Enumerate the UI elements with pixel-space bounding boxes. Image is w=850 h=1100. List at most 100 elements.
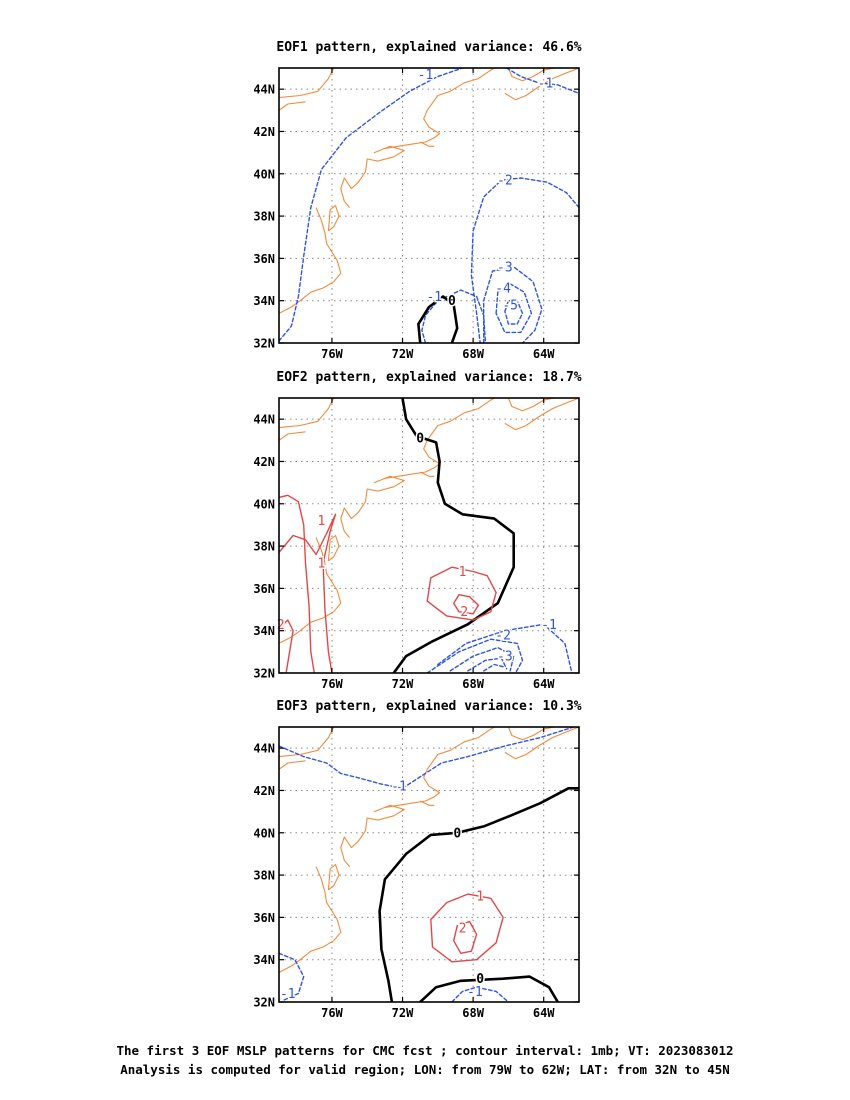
coastline-segment: [279, 866, 342, 973]
y-tick-label: 44N: [253, 83, 275, 97]
eof1-title: EOF1 pattern, explained variance: 46.6%: [276, 40, 581, 55]
eof1-frame: [278, 67, 580, 344]
x-tick-label: 64W: [533, 347, 555, 361]
contour-line: [279, 494, 315, 673]
caption-line-1: The first 3 EOF MSLP patterns for CMC fc…: [116, 1043, 734, 1058]
contour-line: [279, 68, 464, 342]
eof3-title: EOF3 pattern, explained variance: 10.3%: [276, 699, 581, 714]
contour-line: [426, 566, 497, 621]
y-tick-label: 34N: [253, 953, 275, 967]
contour-line: [505, 68, 579, 95]
eof3-panel: EOF3 pattern, explained variance: 10.3% -…: [253, 699, 581, 1020]
contour-line: [453, 920, 478, 954]
coastline-segment: [419, 800, 435, 806]
y-tick-label: 38N: [253, 869, 275, 883]
y-tick-label: 40N: [253, 167, 275, 181]
contour-label: -4: [495, 282, 511, 297]
y-tick-label: 42N: [253, 784, 275, 798]
contour-label: -1: [426, 290, 442, 305]
contour-label: 2: [459, 921, 467, 936]
contour-line: [279, 619, 294, 673]
coastline-segment: [504, 727, 579, 760]
contour-line: [279, 952, 305, 1001]
contour-line: [279, 513, 337, 673]
eof3-grid: [279, 727, 579, 1003]
contour-line: [430, 893, 504, 963]
eof1-coastline: [279, 68, 579, 314]
contour-label: -1: [391, 780, 407, 795]
coastline-segment: [340, 727, 495, 867]
y-tick-label: 34N: [253, 294, 275, 308]
coastline-segment: [507, 727, 555, 741]
contour-line: [467, 657, 508, 672]
eof1-panel: EOF1 pattern, explained variance: 46.6% -…: [253, 40, 581, 361]
coastline-segment: [327, 863, 340, 891]
contour-label: -1: [538, 76, 554, 91]
contour-line: [449, 646, 515, 672]
contour-line: [421, 289, 487, 343]
contour-label: -1: [467, 985, 483, 1000]
contour-line: [504, 300, 524, 325]
coastline-segment: [327, 534, 340, 562]
contour-label: 1: [317, 514, 325, 529]
coastline-segment: [279, 101, 306, 111]
coastline-segment: [279, 431, 306, 441]
contour-line: [483, 266, 543, 343]
contour-label: 2: [460, 605, 468, 620]
y-tick-label: 40N: [253, 826, 275, 840]
y-tick-label: 38N: [253, 540, 275, 554]
contour-label: 0: [416, 432, 424, 447]
y-tick-label: 32N: [253, 667, 275, 681]
contour-line: [417, 295, 459, 343]
eof3-contours: [279, 727, 579, 1002]
contour-line: [451, 986, 510, 1002]
contour-label: 0: [453, 826, 461, 841]
caption-line-2: Analysis is computed for valid region; L…: [120, 1062, 730, 1077]
y-tick-label: 42N: [253, 125, 275, 139]
contour-label: 0: [476, 972, 484, 987]
coastline-segment: [279, 537, 342, 644]
contour-line: [279, 727, 575, 789]
y-tick-label: 44N: [253, 742, 275, 756]
eof2-coastline: [279, 398, 579, 644]
contour-label: -1: [541, 618, 557, 633]
y-tick-label: 34N: [253, 624, 275, 638]
contour-line: [470, 177, 579, 343]
eof2-panel: EOF2 pattern, explained variance: 18.7% 0…: [253, 370, 581, 691]
contour-label: -5: [502, 298, 518, 313]
x-tick-label: 72W: [392, 677, 414, 691]
contour-line: [495, 283, 533, 334]
coastline-segment: [504, 398, 579, 431]
y-tick-label: 32N: [253, 337, 275, 351]
contour-label: -3: [497, 650, 513, 665]
contour-line: [392, 398, 516, 673]
contour-label: 2: [277, 618, 285, 633]
contour-label: -1: [418, 68, 434, 83]
coastline-segment: [279, 760, 306, 770]
coastline-segment: [419, 141, 435, 147]
contour-line: [418, 975, 560, 1002]
x-tick-label: 64W: [533, 677, 555, 691]
y-tick-label: 36N: [253, 582, 275, 596]
contour-label: 1: [476, 890, 484, 905]
coastline-segment: [340, 398, 495, 538]
x-tick-label: 76W: [321, 1006, 343, 1020]
x-tick-label: 68W: [462, 1006, 484, 1020]
contour-line: [378, 786, 579, 1002]
x-tick-label: 76W: [321, 677, 343, 691]
x-tick-label: 68W: [462, 347, 484, 361]
eof3-frame: [278, 726, 580, 1003]
contour-line: [437, 623, 573, 673]
contour-label: 1: [459, 565, 467, 580]
contour-label: -2: [497, 174, 513, 189]
x-tick-label: 64W: [533, 1006, 555, 1020]
x-tick-label: 76W: [321, 347, 343, 361]
y-tick-label: 36N: [253, 911, 275, 925]
contour-label: -1: [280, 987, 296, 1002]
coastline-segment: [507, 398, 555, 412]
eof2-contours: [279, 398, 573, 673]
eof1-grid: [279, 68, 579, 344]
contour-line: [453, 594, 480, 615]
coastline-segment: [419, 471, 435, 477]
contour-label: 1: [317, 557, 325, 572]
